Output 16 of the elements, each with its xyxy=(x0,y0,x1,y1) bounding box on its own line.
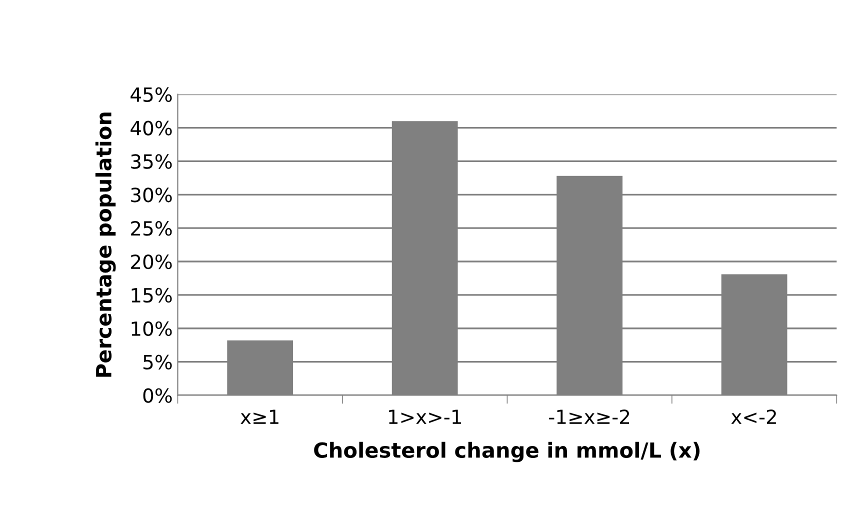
y-tick-label: 10% xyxy=(132,321,172,336)
y-tick-label: 15% xyxy=(132,288,172,303)
x-tick-label: x<-2 xyxy=(731,409,776,424)
y-tick-label: 20% xyxy=(131,254,172,270)
x-tick-label: -1≥x≥-2 xyxy=(549,409,630,424)
y-tick-label: 25% xyxy=(131,221,172,236)
y-tick-label: 0% xyxy=(143,388,172,403)
x-axis-title: Cholesterol change in mmol/L (x) xyxy=(314,442,700,462)
y-axis-title: Percentage population xyxy=(95,112,116,377)
y-tick-label: 5% xyxy=(144,354,172,370)
x-tick-label: 1>x>-1 xyxy=(389,410,461,424)
y-tick-label: 40% xyxy=(130,120,172,136)
y-tick-label: 35% xyxy=(131,154,172,169)
y-tick-label: 45% xyxy=(130,87,172,102)
y-tick-label: 30% xyxy=(131,188,172,202)
x-tick-label: x≥1 xyxy=(240,410,278,424)
